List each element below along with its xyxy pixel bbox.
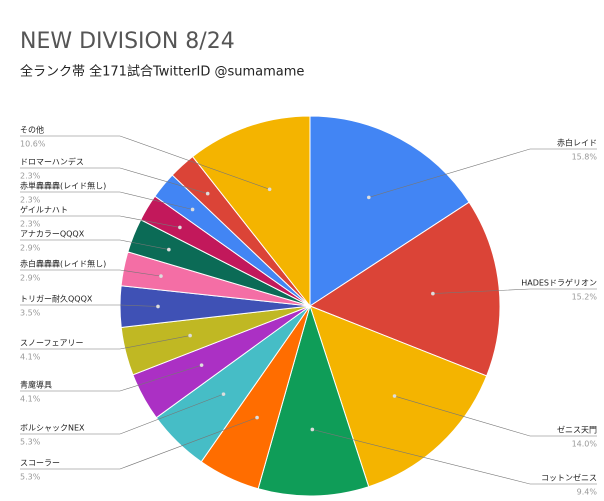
leader-dot xyxy=(310,427,315,432)
slice-value: 2.3% xyxy=(20,220,41,229)
leader-line xyxy=(20,215,180,228)
leader-line xyxy=(20,167,208,194)
slice-value: 15.8% xyxy=(572,153,598,162)
leader-line xyxy=(20,417,258,470)
slices xyxy=(119,115,501,497)
slice-label: 赤単轟轟轟(レイド無し) xyxy=(20,181,106,191)
leader-dot xyxy=(431,291,435,296)
slice-value: 5.3% xyxy=(20,473,41,482)
leader-dot xyxy=(159,274,163,278)
leader-dot xyxy=(167,247,171,252)
leader-dot xyxy=(221,392,226,396)
leader-line xyxy=(20,364,202,392)
slice-label: スノーフェアリー xyxy=(20,339,84,348)
leader-dot xyxy=(156,304,160,309)
leader-line xyxy=(312,429,597,485)
slice-value: 2.9% xyxy=(20,274,41,283)
pie-slice xyxy=(308,201,501,377)
slice-label: コットンゼニス xyxy=(541,473,597,483)
slice-label: その他 xyxy=(20,125,44,135)
slice-label: ゼニス天門 xyxy=(557,425,597,435)
leader-dot xyxy=(178,225,182,230)
slice-value: 4.1% xyxy=(20,353,41,362)
slice-label: アナカラーQQQX xyxy=(20,230,85,239)
slice-value: 15.2% xyxy=(572,293,598,302)
leader-dot xyxy=(255,415,259,420)
leader-line xyxy=(20,335,191,350)
leader-line xyxy=(20,239,169,250)
pie-slice xyxy=(309,115,470,307)
chart-title: NEW DIVISION 8/24 xyxy=(20,29,235,54)
leader-line xyxy=(20,304,159,307)
slice-label: 青魔導具 xyxy=(20,380,52,390)
leader-line xyxy=(20,393,224,435)
slice-value: 10.6% xyxy=(20,140,46,149)
leader-line xyxy=(20,191,193,210)
slice-label: ドロマーハンデス xyxy=(20,157,84,167)
slice-value: 9.4% xyxy=(577,488,598,497)
slice-value: 14.0% xyxy=(572,440,598,449)
leader-line xyxy=(368,148,597,198)
chart-subtitle: 全ランク帯 全171試合TwitterID @sumamame xyxy=(20,64,304,80)
slice-label: トリガー耐久QQQX xyxy=(20,294,93,304)
leader-line xyxy=(20,135,270,190)
pie-slice xyxy=(257,304,370,497)
leader-dot xyxy=(199,363,204,367)
leader-dot xyxy=(367,195,371,200)
slice-value: 2.9% xyxy=(20,244,41,253)
leader-dot xyxy=(392,394,397,398)
leader-line xyxy=(394,395,597,437)
slice-label: ゲイルナハト xyxy=(20,205,68,215)
leader-dot xyxy=(188,333,192,338)
leader-dot xyxy=(205,191,210,196)
slice-value: 4.1% xyxy=(20,395,41,404)
pie-slice xyxy=(191,115,311,308)
slice-label: スコーラー xyxy=(20,459,60,468)
slice-label: 赤白轟轟轟(レイド無し) xyxy=(20,259,106,269)
leader-dot xyxy=(190,207,195,212)
leader-line xyxy=(432,288,597,294)
slice-label: ボルシャックNEX xyxy=(20,424,85,433)
leader-line xyxy=(20,269,162,277)
slice-value: 2.3% xyxy=(20,172,41,181)
slice-label: HADESドラゲリオン xyxy=(521,278,597,288)
slice-value: 2.3% xyxy=(20,196,41,205)
leader-dot xyxy=(267,187,272,192)
slice-value: 3.5% xyxy=(20,309,41,318)
slice-label: 赤白レイド xyxy=(557,138,597,148)
slice-value: 5.3% xyxy=(20,438,41,447)
